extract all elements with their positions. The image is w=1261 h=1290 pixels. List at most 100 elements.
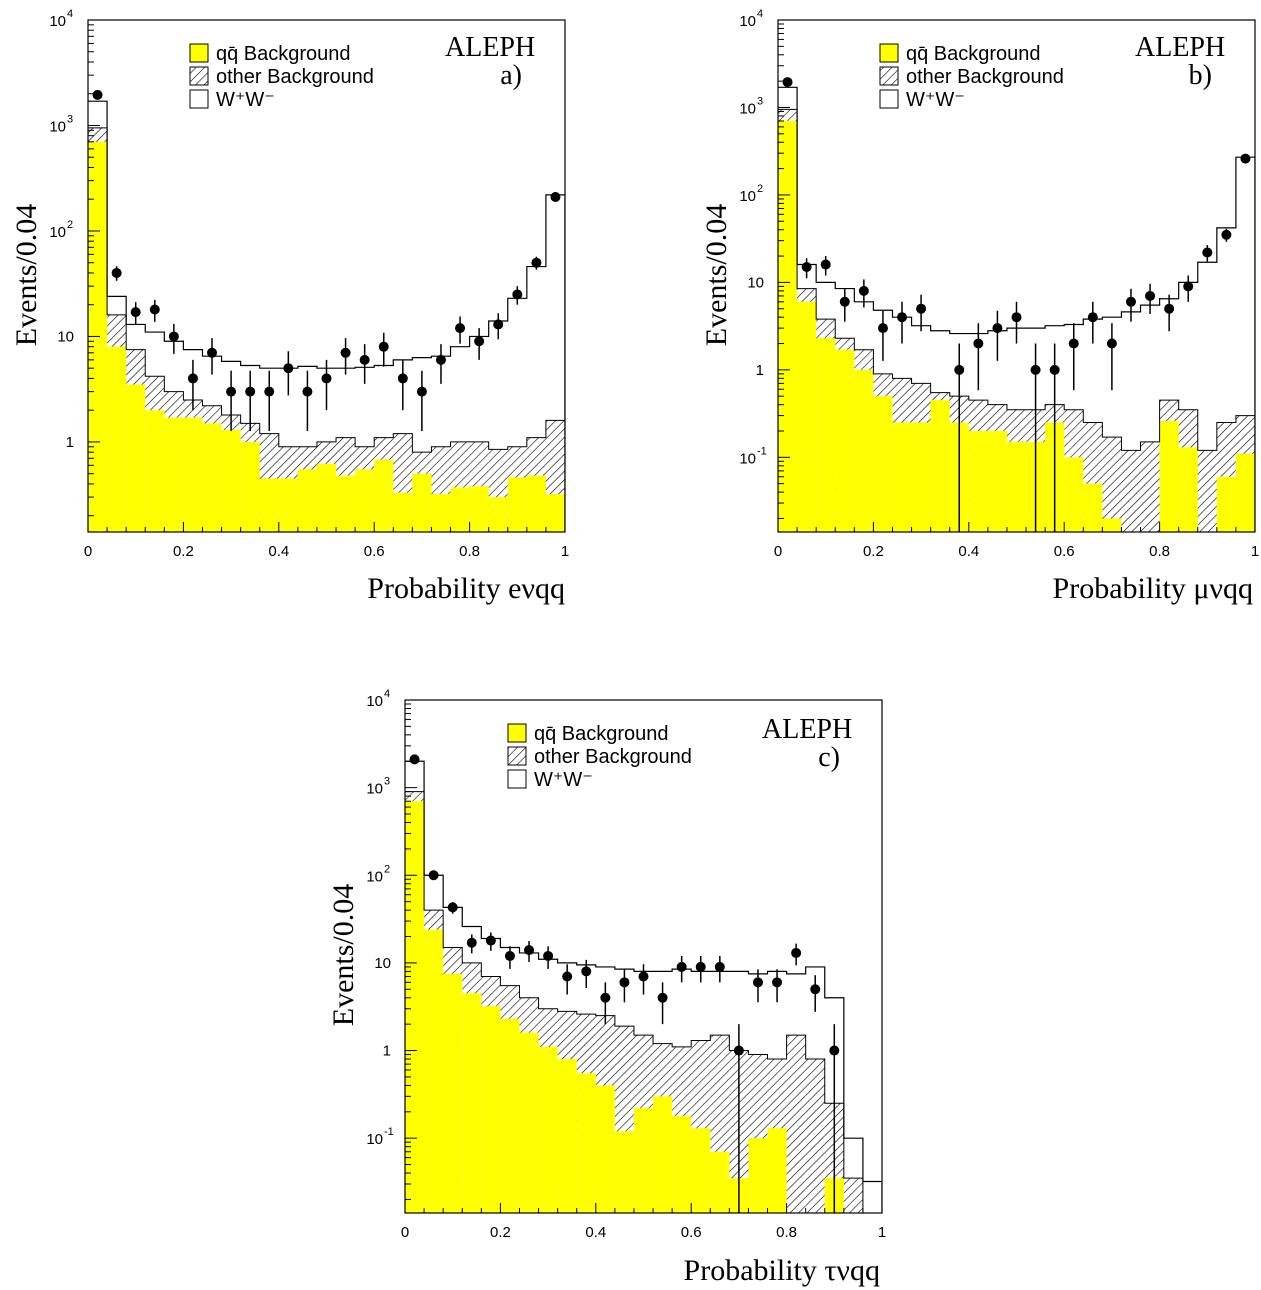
qq-background-bar <box>240 441 260 532</box>
qq-background-bar <box>778 121 798 532</box>
qq-background-bar <box>469 486 489 532</box>
legend-swatch <box>507 723 527 743</box>
other-background-bar <box>1197 450 1217 532</box>
data-point <box>397 373 408 384</box>
data-point <box>1145 290 1156 301</box>
other-background-bar <box>805 1059 825 1213</box>
data-point <box>820 259 831 270</box>
qq-background-bar <box>797 301 817 532</box>
data-point <box>466 937 477 948</box>
legend-swatch <box>879 43 899 63</box>
x-axis-label: Probability τνqq <box>684 1254 880 1287</box>
data-point <box>485 935 496 946</box>
qq-background-bar <box>854 369 874 532</box>
plot-frame <box>777 19 1256 533</box>
qq-background-bar <box>1006 441 1027 532</box>
other-background-bar <box>1121 450 1141 532</box>
y-tick-label: 10 <box>57 328 74 345</box>
qq-background-bar <box>297 469 317 532</box>
panel-label: c) <box>818 742 840 773</box>
y-tick-label: 10 <box>374 955 391 972</box>
qq-background-bar <box>450 487 470 532</box>
qq-background-bar <box>911 422 931 532</box>
plot-area <box>778 77 1255 532</box>
legend-entry: qq̄ Background <box>906 43 1041 65</box>
y-tick-exponent: -1 <box>384 1126 394 1138</box>
y-tick-label: 1 <box>756 362 764 379</box>
qq-background-bar <box>1102 518 1122 532</box>
x-tick-label: 1 <box>561 543 569 560</box>
data-point <box>550 191 561 202</box>
qq-background-bar <box>968 430 988 532</box>
x-tick-label: 1 <box>878 1224 886 1241</box>
data-point <box>581 966 592 977</box>
x-axis-label: Probability μνqq <box>1053 572 1253 605</box>
data-point <box>916 303 927 314</box>
x-tick-label: 0.4 <box>958 543 979 560</box>
data-point <box>600 992 611 1003</box>
qq-background-bar <box>126 384 146 532</box>
data-point <box>657 992 668 1003</box>
data-point <box>695 961 706 972</box>
x-tick-label: 0.8 <box>459 543 480 560</box>
legend-entry: other Background <box>534 746 692 768</box>
data-point <box>839 296 850 307</box>
y-tick-label: 10 <box>747 274 764 291</box>
data-point <box>207 347 218 358</box>
y-tick-exponent: 3 <box>67 113 73 125</box>
qq-background-bar <box>526 475 546 532</box>
data-point <box>409 754 420 765</box>
qq-background-bar <box>748 1138 768 1213</box>
qq-background-bar <box>710 1151 730 1213</box>
data-point <box>714 961 725 972</box>
data-point <box>1049 364 1060 375</box>
data-point <box>1106 338 1117 349</box>
panel-label: a) <box>500 60 522 91</box>
y-tick-label: 10 <box>739 450 756 467</box>
x-tick-label: 0.8 <box>776 1224 797 1241</box>
ww-signal-histogram <box>405 760 882 1213</box>
data-point <box>168 331 179 342</box>
y-tick-exponent: 4 <box>384 688 390 700</box>
data-point <box>245 386 256 397</box>
data-point <box>791 947 802 958</box>
data-point <box>187 373 198 384</box>
data-point <box>416 386 427 397</box>
data-point <box>474 336 485 347</box>
legend-entry: W⁺W⁻ <box>534 769 593 791</box>
data-point <box>619 977 630 988</box>
y-tick-label: 10 <box>739 100 756 117</box>
x-tick-label: 0.6 <box>681 1224 702 1241</box>
data-point <box>428 870 439 881</box>
y-tick-label: 10 <box>366 868 383 885</box>
qq-background-bar <box>202 423 222 532</box>
data-point <box>1202 247 1213 258</box>
y-tick-label: 10 <box>366 693 383 710</box>
data-point <box>897 312 908 323</box>
qq-background-bar <box>1235 453 1255 532</box>
data-point <box>1240 153 1251 164</box>
x-tick-label: 0.4 <box>268 543 289 560</box>
y-tick-exponent: 2 <box>757 183 763 195</box>
data-point <box>130 307 141 318</box>
qq-background-bar <box>488 497 508 532</box>
y-tick-label: 10 <box>366 781 383 798</box>
y-tick-label: 10 <box>49 13 66 30</box>
data-point <box>782 77 793 88</box>
y-tick-exponent: 3 <box>384 776 390 788</box>
y-tick-label: 1 <box>66 434 74 451</box>
qq-background-bar <box>545 494 565 532</box>
y-tick-label: 10 <box>366 1131 383 1148</box>
x-tick-label: 0.2 <box>173 543 194 560</box>
data-point <box>226 386 237 397</box>
legend-entry: W⁺W⁻ <box>216 89 275 111</box>
qq-background-bar <box>1216 476 1236 532</box>
data-point <box>435 354 446 365</box>
qq-background-bar <box>431 494 451 532</box>
legend-swatch <box>189 66 209 86</box>
qq-background-bar <box>145 410 165 532</box>
qq-background-bar <box>336 475 356 532</box>
